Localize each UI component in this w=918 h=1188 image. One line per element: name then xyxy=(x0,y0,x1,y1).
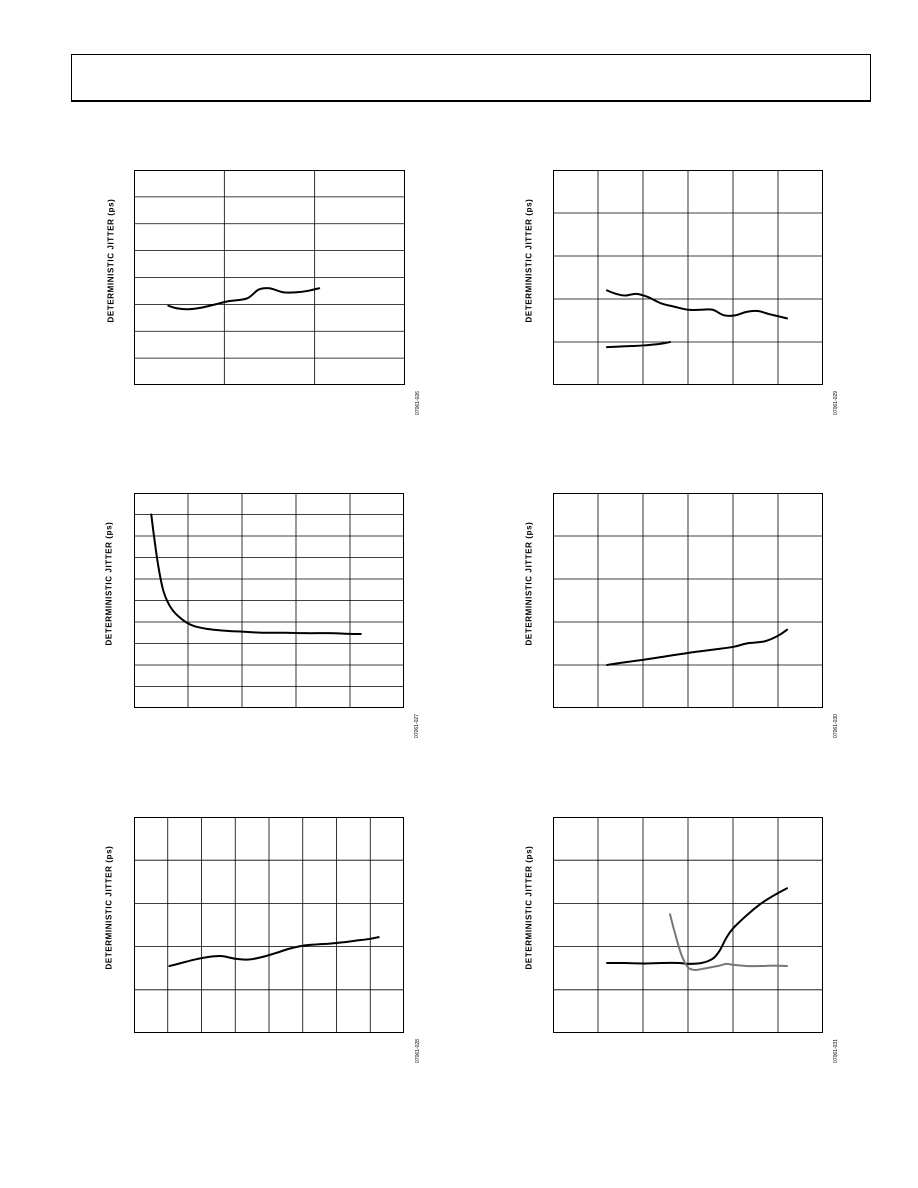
y-axis-label: DETERMINISTIC JITTER (ps) xyxy=(104,845,114,970)
figure-id: 07061-028 xyxy=(414,1039,421,1063)
plot-frame xyxy=(553,170,823,385)
y-axis-label: DETERMINISTIC JITTER (ps) xyxy=(106,198,116,323)
series-line-1 xyxy=(167,287,321,311)
figure-id: 07061-029 xyxy=(832,391,839,415)
y-axis-label: DETERMINISTIC JITTER (ps) xyxy=(524,521,534,646)
y-axis-label: DETERMINISTIC JITTER (ps) xyxy=(524,198,534,323)
page-header-box xyxy=(71,54,871,102)
plot-area xyxy=(553,817,823,1033)
plot-area xyxy=(134,170,405,385)
plot-area xyxy=(553,170,823,385)
y-axis-label: DETERMINISTIC JITTER (ps) xyxy=(104,521,114,646)
plot-area xyxy=(134,817,404,1033)
y-axis-label: DETERMINISTIC JITTER (ps) xyxy=(524,845,534,970)
series-line-2 xyxy=(606,341,671,349)
plot-area xyxy=(134,493,404,708)
figure-id: 07061-027 xyxy=(413,714,420,738)
plot-frame xyxy=(134,170,405,385)
figure-id: 07061-026 xyxy=(414,391,421,415)
series-line-1 xyxy=(606,289,788,320)
series-line-1 xyxy=(606,887,788,965)
series-line-2 xyxy=(669,913,788,971)
plot-frame xyxy=(134,817,404,1033)
series-line-1 xyxy=(168,936,380,968)
series-line-1 xyxy=(150,513,362,636)
plot-frame xyxy=(553,817,823,1033)
series-line-1 xyxy=(606,628,788,666)
plot-frame xyxy=(553,493,823,708)
plot-frame xyxy=(134,493,404,708)
plot-area xyxy=(553,493,823,708)
figure-id: 07061-030 xyxy=(832,714,839,738)
figure-id: 07061-031 xyxy=(832,1039,839,1063)
